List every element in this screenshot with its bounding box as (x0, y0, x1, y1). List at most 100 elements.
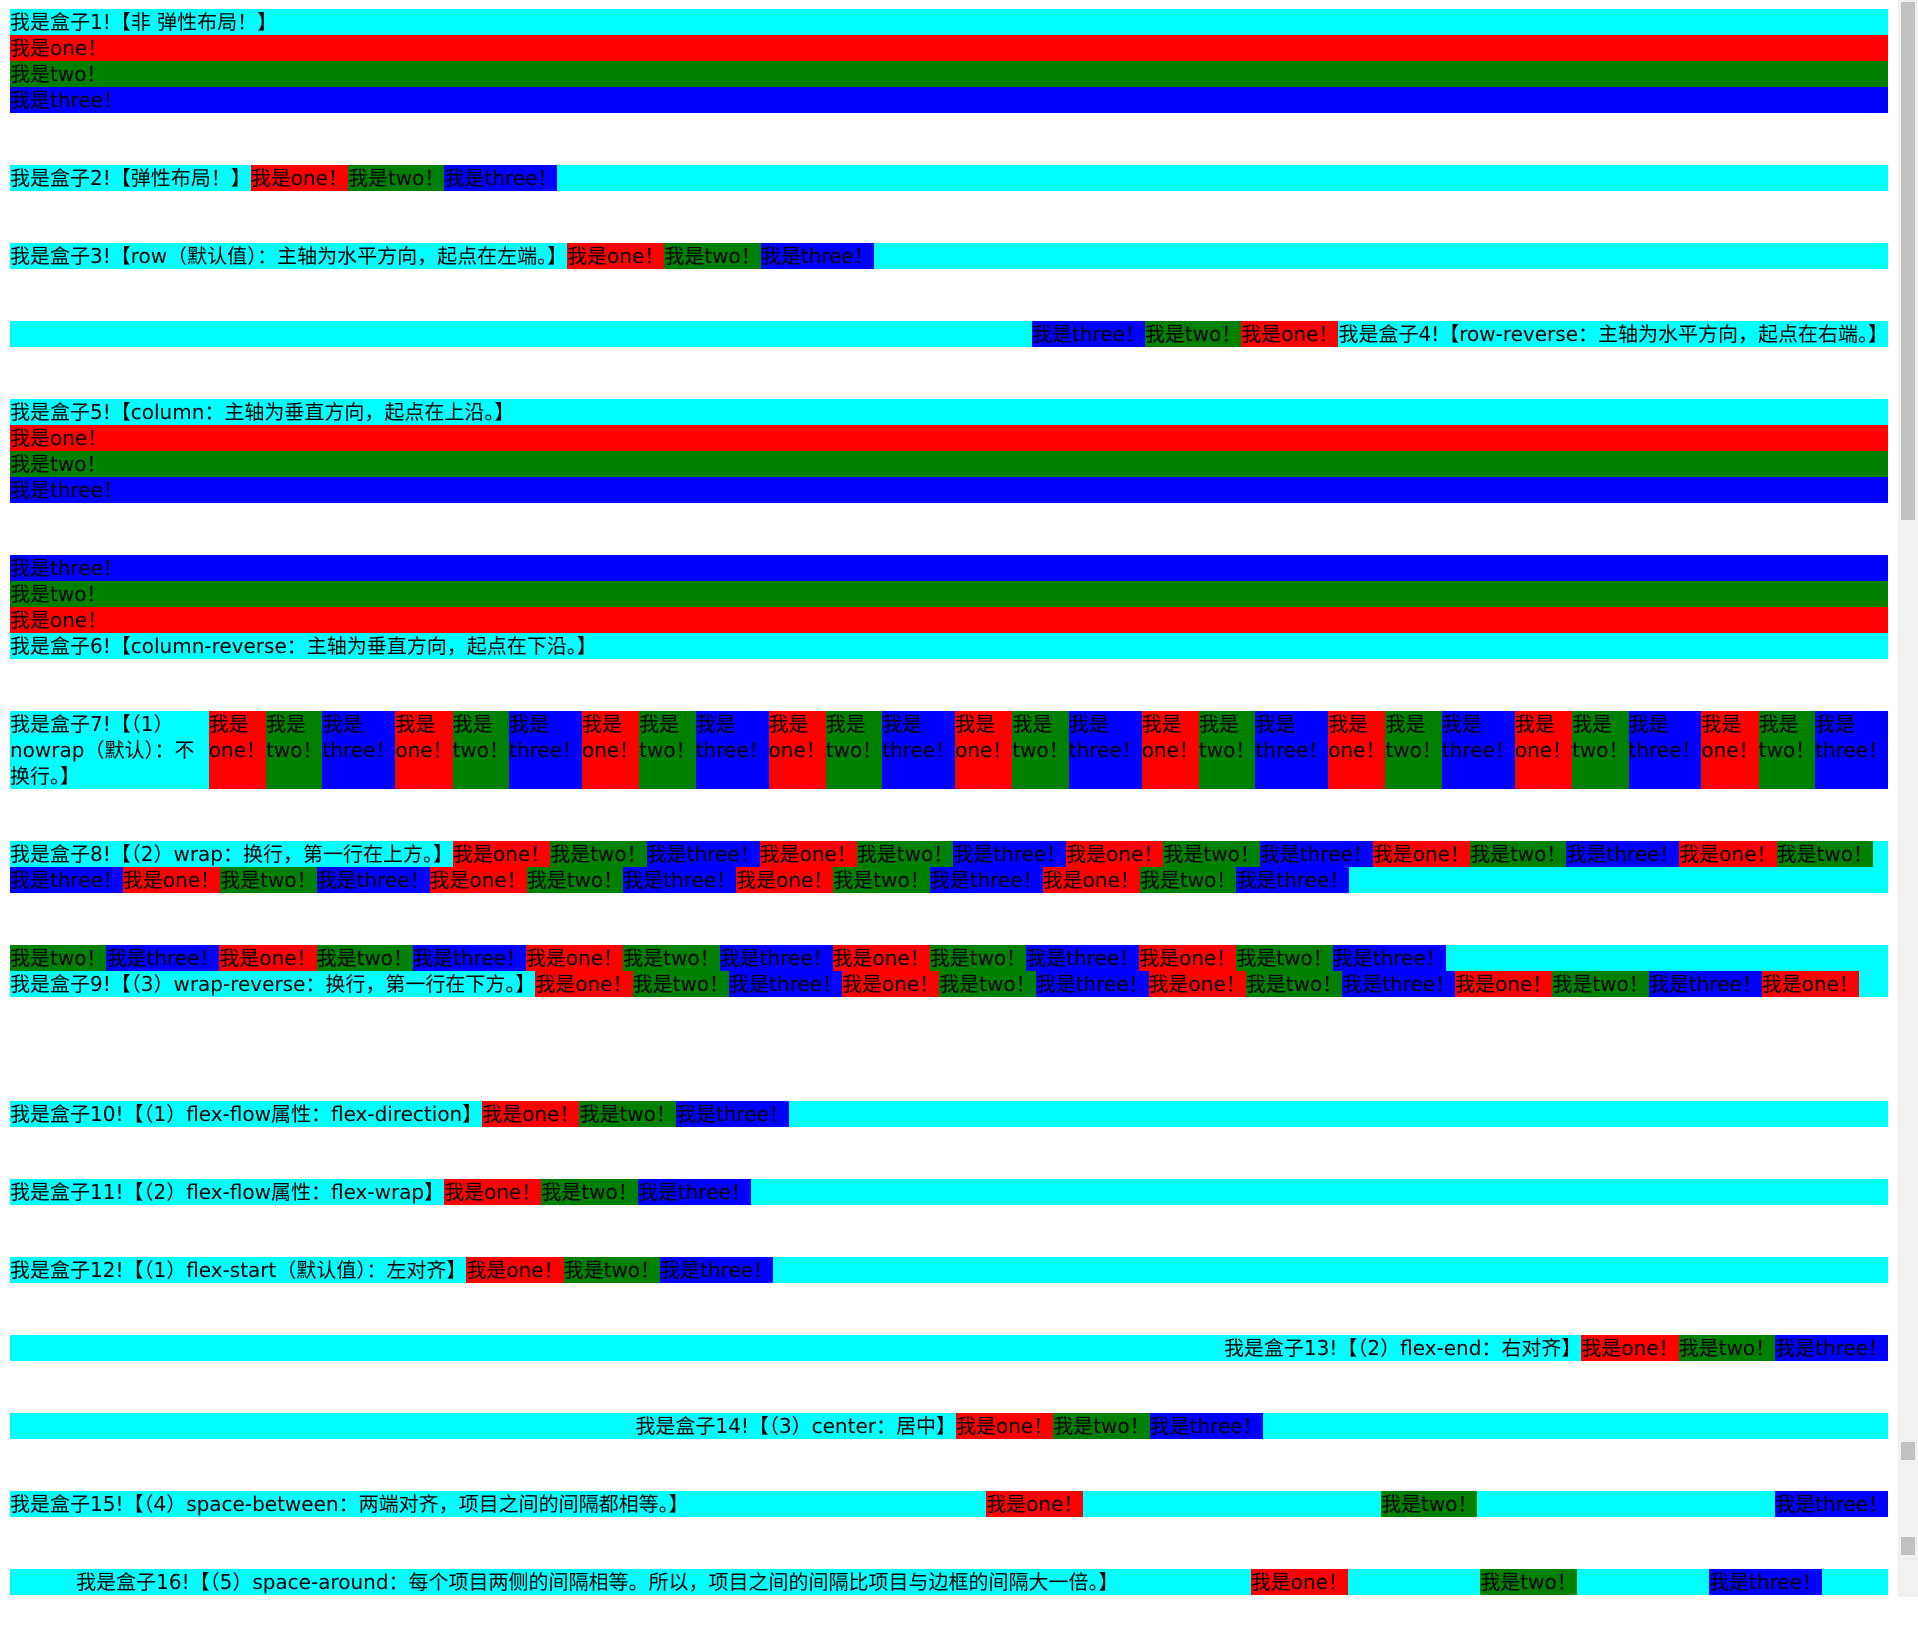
item-two: 我是two！ (579, 1101, 676, 1127)
item-three: 我是three！ (10, 555, 1888, 581)
box-label: 我是盒子3!【row（默认值）：主轴为水平方向，起点在左端。】 (10, 244, 568, 268)
item-one: 我是one！ (768, 711, 826, 789)
item-one: 我是one！ (10, 607, 1888, 633)
item-one: 我是one！ (1139, 945, 1237, 971)
scroll-down-arrow-icon[interactable] (1901, 1537, 1915, 1555)
scroll-up-arrow-icon[interactable] (1901, 1442, 1915, 1460)
item-one: 我是one！ (1328, 711, 1386, 789)
item-two: 我是two！ (526, 867, 624, 893)
item-two: 我是two！ (1163, 841, 1260, 867)
item-three: 我是three！ (660, 1257, 773, 1283)
page-content: 我是盒子1!【非 弹性布局！】 我是one！ 我是two！ 我是three！ 我是盒子2… (10, 9, 1888, 1647)
item-three: 我是three！ (10, 477, 1888, 503)
item-two: 我是two！ (541, 1179, 638, 1205)
item-two: 我是two！ (10, 581, 1888, 607)
box-label: 我是盒子15!【（4）space-between：两端对齐，项目之间的间隔都相等… (10, 1492, 689, 1516)
item-one: 我是one！ (1761, 971, 1859, 997)
item-two: 我是two！ (1012, 711, 1069, 789)
item-two: 我是two！ (1139, 867, 1237, 893)
item-two: 我是two！ (939, 971, 1036, 997)
item-three: 我是three！ (10, 867, 123, 893)
item-two: 我是two！ (220, 867, 317, 893)
item-three: 我是three！ (882, 711, 956, 789)
item-one: 我是one！ (535, 971, 633, 997)
item-two: 我是two！ (347, 165, 445, 191)
item-one: 我是one！ (832, 945, 930, 971)
item-one: 我是one！ (1250, 1569, 1348, 1595)
box-label: 我是盒子8!【（2）wrap：换行，第一行在上方。】 (10, 842, 453, 866)
box-13: 我是盒子13!【（2）flex-end：右对齐】 我是one！ 我是two！ 我是th… (10, 1335, 1888, 1361)
item-three: 我是three！ (444, 165, 558, 191)
box-6: 我是盒子6!【column-reverse：主轴为垂直方向，起点在下沿。】 我是o… (10, 555, 1888, 659)
box-3: 我是盒子3!【row（默认值）：主轴为水平方向，起点在左端。】 我是one！ 我是t… (10, 243, 1888, 269)
item-one: 我是one！ (208, 711, 267, 789)
item-three: 我是three！ (1236, 867, 1350, 893)
item-two: 我是two！ (1236, 945, 1333, 971)
item-one: 我是one！ (759, 841, 857, 867)
box-1: 我是盒子1!【非 弹性布局！】 我是one！ 我是two！ 我是three！ (10, 9, 1888, 113)
item-three: 我是three！ (1026, 945, 1140, 971)
box-14: 我是盒子14!【（3）center：居中】 我是one！ 我是two！ 我是three… (10, 1413, 1888, 1439)
box-label: 我是盒子11!【（2）flex-flow属性：flex-wrap】 (10, 1180, 445, 1204)
item-two: 我是two！ (266, 711, 323, 789)
item-one: 我是one！ (986, 1491, 1084, 1517)
box-label: 我是盒子5!【column：主轴为垂直方向，起点在上沿。】 (10, 400, 515, 424)
box-9: 我是盒子9!【（3）wrap-reverse：换行，第一行在下方。】 我是one！… (10, 945, 1888, 997)
item-three: 我是three！ (1255, 711, 1329, 789)
item-three: 我是three！ (646, 841, 760, 867)
box-label: 我是盒子7!【（1）nowrap（默认）：不换行。】 (10, 712, 195, 788)
item-two: 我是two！ (1469, 841, 1567, 867)
item-three: 我是three！ (695, 711, 769, 789)
box-label: 我是盒子13!【（2）flex-end：右对齐】 (1223, 1336, 1582, 1360)
item-three: 我是three！ (1068, 711, 1142, 789)
item-one: 我是one！ (1701, 711, 1759, 789)
item-two: 我是two！ (1678, 1335, 1776, 1361)
item-two: 我是two！ (10, 61, 1888, 87)
item-two: 我是two！ (1758, 711, 1816, 789)
item-three: 我是three！ (1342, 971, 1456, 997)
item-two: 我是two！ (1552, 971, 1649, 997)
scrollbar-thumb[interactable] (1901, 2, 1915, 520)
item-one: 我是one！ (482, 1101, 580, 1127)
item-one: 我是one！ (1514, 711, 1573, 789)
item-two: 我是two！ (1144, 321, 1242, 347)
box-10: 我是盒子10!【（1）flex-flow属性：flex-direction】 我是… (10, 1101, 1888, 1127)
item-two: 我是two！ (550, 841, 647, 867)
item-three: 我是three！ (322, 711, 396, 789)
box-15: 我是盒子15!【（4）space-between：两端对齐，项目之间的间隔都相等… (10, 1491, 1888, 1517)
box-label: 我是盒子6!【column-reverse：主轴为垂直方向，起点在下沿。】 (10, 634, 597, 658)
item-one: 我是one！ (955, 1413, 1054, 1439)
box-5: 我是盒子5!【column：主轴为垂直方向，起点在上沿。】 我是one！ 我是two… (10, 399, 1888, 503)
item-one: 我是one！ (955, 711, 1013, 789)
item-one: 我是one！ (1241, 321, 1339, 347)
item-three: 我是three！ (1035, 971, 1149, 997)
item-three: 我是three！ (509, 711, 582, 789)
item-three: 我是three！ (675, 1101, 789, 1127)
box-label: 我是盒子2!【弹性布局！】 (10, 166, 251, 190)
item-one: 我是one！ (1042, 867, 1140, 893)
item-two: 我是two！ (1385, 711, 1442, 789)
item-one: 我是one！ (466, 1257, 564, 1283)
item-one: 我是one！ (10, 35, 1888, 61)
box-label: 我是盒子12!【（1）flex-start（默认值）：左对齐】 (10, 1258, 467, 1282)
item-one: 我是one！ (395, 711, 453, 789)
item-one: 我是one！ (1141, 711, 1199, 789)
item-one: 我是one！ (250, 165, 348, 191)
item-three: 我是three！ (1566, 841, 1680, 867)
box-8: 我是盒子8!【（2）wrap：换行，第一行在上方。】 我是one！ 我是two！ 我是… (10, 841, 1888, 893)
item-three: 我是three！ (953, 841, 1067, 867)
box-label: 我是盒子1!【非 弹性布局！】 (10, 10, 278, 34)
item-three: 我是three！ (1628, 711, 1702, 789)
item-two: 我是two！ (1776, 841, 1873, 867)
item-two: 我是two！ (316, 945, 414, 971)
item-two: 我是two！ (1381, 1491, 1478, 1517)
box-label: 我是盒子4!【row-reverse：主轴为水平方向，起点在右端。】 (1338, 322, 1888, 346)
item-two: 我是two！ (10, 451, 1888, 477)
item-one: 我是one！ (841, 971, 940, 997)
box-11: 我是盒子11!【（2）flex-flow属性：flex-wrap】 我是one！我… (10, 1179, 1888, 1205)
item-three: 我是three！ (623, 867, 737, 893)
item-two: 我是two！ (563, 1257, 661, 1283)
box-label: 我是盒子14!【（3）center：居中】 (635, 1414, 956, 1438)
item-two: 我是two！ (1572, 711, 1629, 789)
vertical-scrollbar[interactable] (1898, 0, 1918, 1597)
